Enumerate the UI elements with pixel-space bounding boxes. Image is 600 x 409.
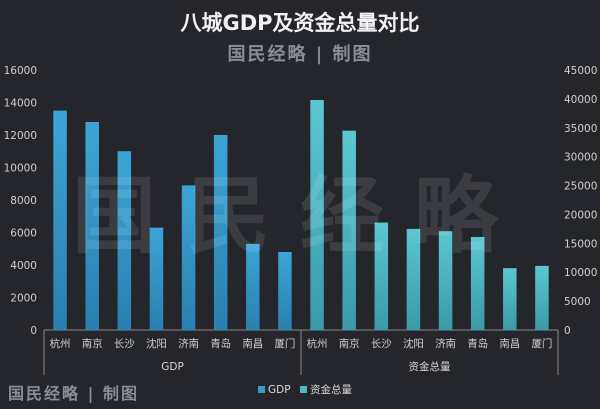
- category-label: 青岛: [467, 337, 488, 350]
- category-label: 杭州: [50, 337, 71, 350]
- bar-GDP-南京: [85, 122, 99, 330]
- footer-brand: 国民经略 | 制图: [8, 384, 139, 403]
- bar-GDP-长沙: [117, 151, 132, 330]
- watermark: 国民经略: [72, 166, 528, 265]
- right-axis-tick-3: 15000: [564, 238, 597, 250]
- bars: [53, 100, 549, 331]
- right-axis-tick-5: 25000: [564, 181, 597, 193]
- right-axis-tick-0: 0: [564, 325, 571, 337]
- category-label: 沈阳: [403, 337, 424, 350]
- bar-资金总量-南昌: [503, 268, 517, 330]
- left-axis-tick-6: 12000: [4, 130, 37, 142]
- bar-GDP-沈阳: [149, 227, 164, 330]
- group-label-1: 资金总量: [409, 360, 451, 373]
- category-label: 杭州: [307, 337, 328, 350]
- right-axis-tick-1: 5000: [564, 296, 591, 308]
- category-label: 南昌: [499, 337, 520, 350]
- category-label: 济南: [435, 337, 456, 350]
- left-axis-tick-7: 14000: [4, 98, 37, 110]
- bar-GDP-青岛: [213, 135, 228, 330]
- left-axis-tick-5: 10000: [4, 163, 37, 175]
- category-label: 南京: [339, 337, 360, 350]
- category-label: 厦门: [274, 337, 295, 350]
- legend-swatch-1: [300, 386, 307, 393]
- category-label: 长沙: [371, 338, 392, 350]
- category-label: 青岛: [210, 337, 231, 350]
- bar-资金总量-青岛: [470, 236, 485, 330]
- bar-资金总量-长沙: [374, 222, 389, 330]
- right-axis-tick-7: 35000: [564, 123, 597, 135]
- category-label: 济南: [178, 337, 199, 350]
- legend-swatch-0: [258, 386, 265, 393]
- bar-资金总量-南京: [342, 130, 356, 330]
- bar-GDP-厦门: [278, 252, 292, 330]
- category-label: 沈阳: [146, 337, 167, 350]
- legend: GDP 资金总量: [258, 383, 352, 396]
- right-axis-tick-9: 45000: [564, 65, 597, 77]
- left-axis-tick-4: 8000: [10, 195, 37, 207]
- chart-title: 八城GDP及资金总量对比: [180, 11, 419, 35]
- category-label: 南昌: [242, 337, 263, 350]
- right-axis-tick-8: 40000: [564, 94, 597, 106]
- left-axis-tick-0: 0: [30, 325, 37, 337]
- bar-资金总量-杭州: [310, 100, 324, 331]
- left-axis-tick-2: 4000: [10, 260, 37, 272]
- left-axis-tick-1: 2000: [10, 293, 37, 305]
- bar-资金总量-济南: [438, 231, 453, 330]
- axes: 0 2000 4000 6000 8000 10000 12000 14000 16000 0 50…: [4, 65, 597, 375]
- legend-label-1: 资金总量: [310, 383, 352, 396]
- bar-资金总量-厦门: [535, 265, 549, 330]
- right-axis-tick-2: 10000: [564, 267, 597, 279]
- left-axis-tick-8: 16000: [4, 65, 37, 77]
- chart-subtitle: 国民经略 | 制图: [227, 43, 372, 65]
- bar-GDP-杭州: [53, 110, 67, 330]
- right-axis-tick-6: 30000: [564, 152, 597, 164]
- group-label-0: GDP: [161, 361, 184, 373]
- bar-GDP-南昌: [246, 243, 260, 330]
- category-label: 长沙: [114, 338, 135, 350]
- left-axis-tick-3: 6000: [10, 228, 37, 240]
- legend-label-0: GDP: [268, 384, 291, 396]
- category-label: 南京: [82, 337, 103, 350]
- category-label: 厦门: [531, 337, 552, 350]
- bar-GDP-济南: [181, 185, 196, 330]
- bar-资金总量-沈阳: [406, 228, 421, 330]
- right-axis-tick-4: 20000: [564, 209, 597, 221]
